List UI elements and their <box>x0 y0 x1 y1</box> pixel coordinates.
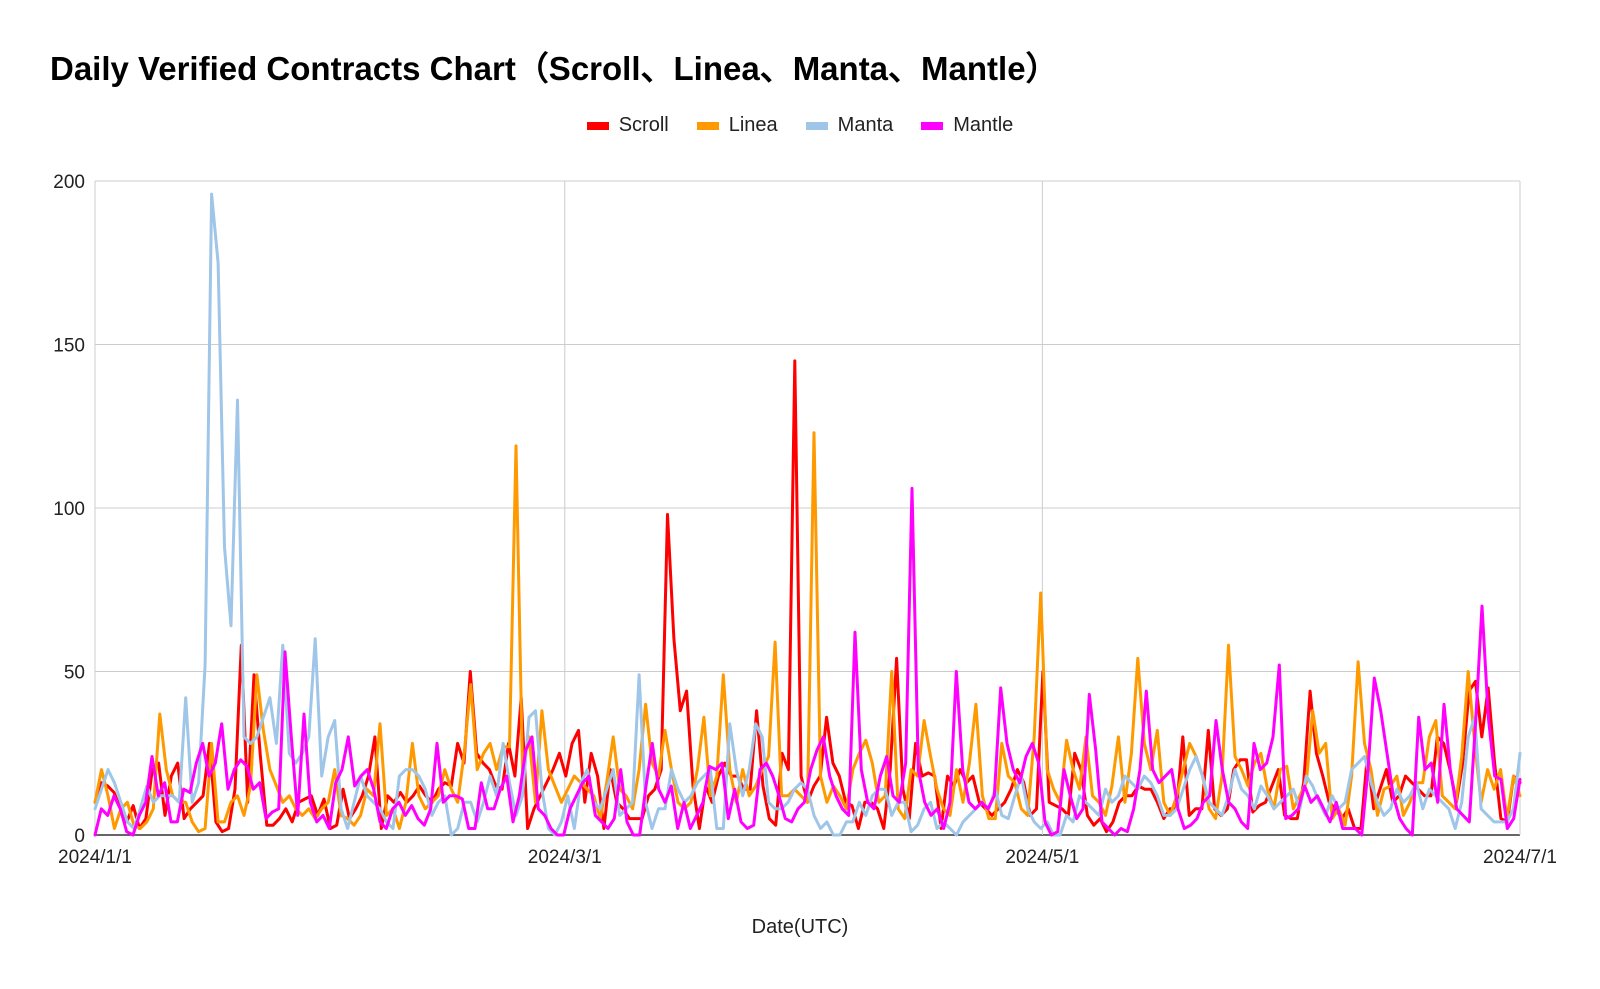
legend-item-scroll: Scroll <box>586 114 669 137</box>
legend-item-mantle: Mantle <box>921 114 1013 137</box>
legend-label: Scroll <box>618 114 669 136</box>
x-tick-label: 2024/5/1 <box>1005 847 1079 868</box>
chart-title: Daily Verified Contracts Chart（Scroll、Li… <box>50 50 1059 87</box>
y-tick-label: 200 <box>53 172 85 193</box>
legend-label: Manta <box>837 114 894 136</box>
legend-label: Linea <box>728 114 778 136</box>
legend: Scroll Linea Manta Mantle <box>0 114 1600 137</box>
legend-swatch <box>586 121 609 130</box>
legend-item-linea: Linea <box>696 114 778 137</box>
y-tick-label: 50 <box>64 663 85 684</box>
x-tick-label: 2024/3/1 <box>528 847 602 868</box>
y-tick-label: 150 <box>53 336 85 357</box>
y-tick-label: 0 <box>74 826 85 847</box>
legend-label: Mantle <box>953 114 1014 136</box>
legend-swatch <box>921 121 944 130</box>
legend-swatch <box>696 121 719 130</box>
y-tick-label: 100 <box>53 499 85 520</box>
x-tick-label: 2024/1/1 <box>58 847 132 868</box>
legend-swatch <box>805 121 828 130</box>
legend-item-manta: Manta <box>805 114 894 137</box>
x-tick-label: 2024/7/1 <box>1483 847 1557 868</box>
x-axis-title: Date(UTC) <box>751 916 849 938</box>
series-line-mantle <box>93 486 1522 837</box>
